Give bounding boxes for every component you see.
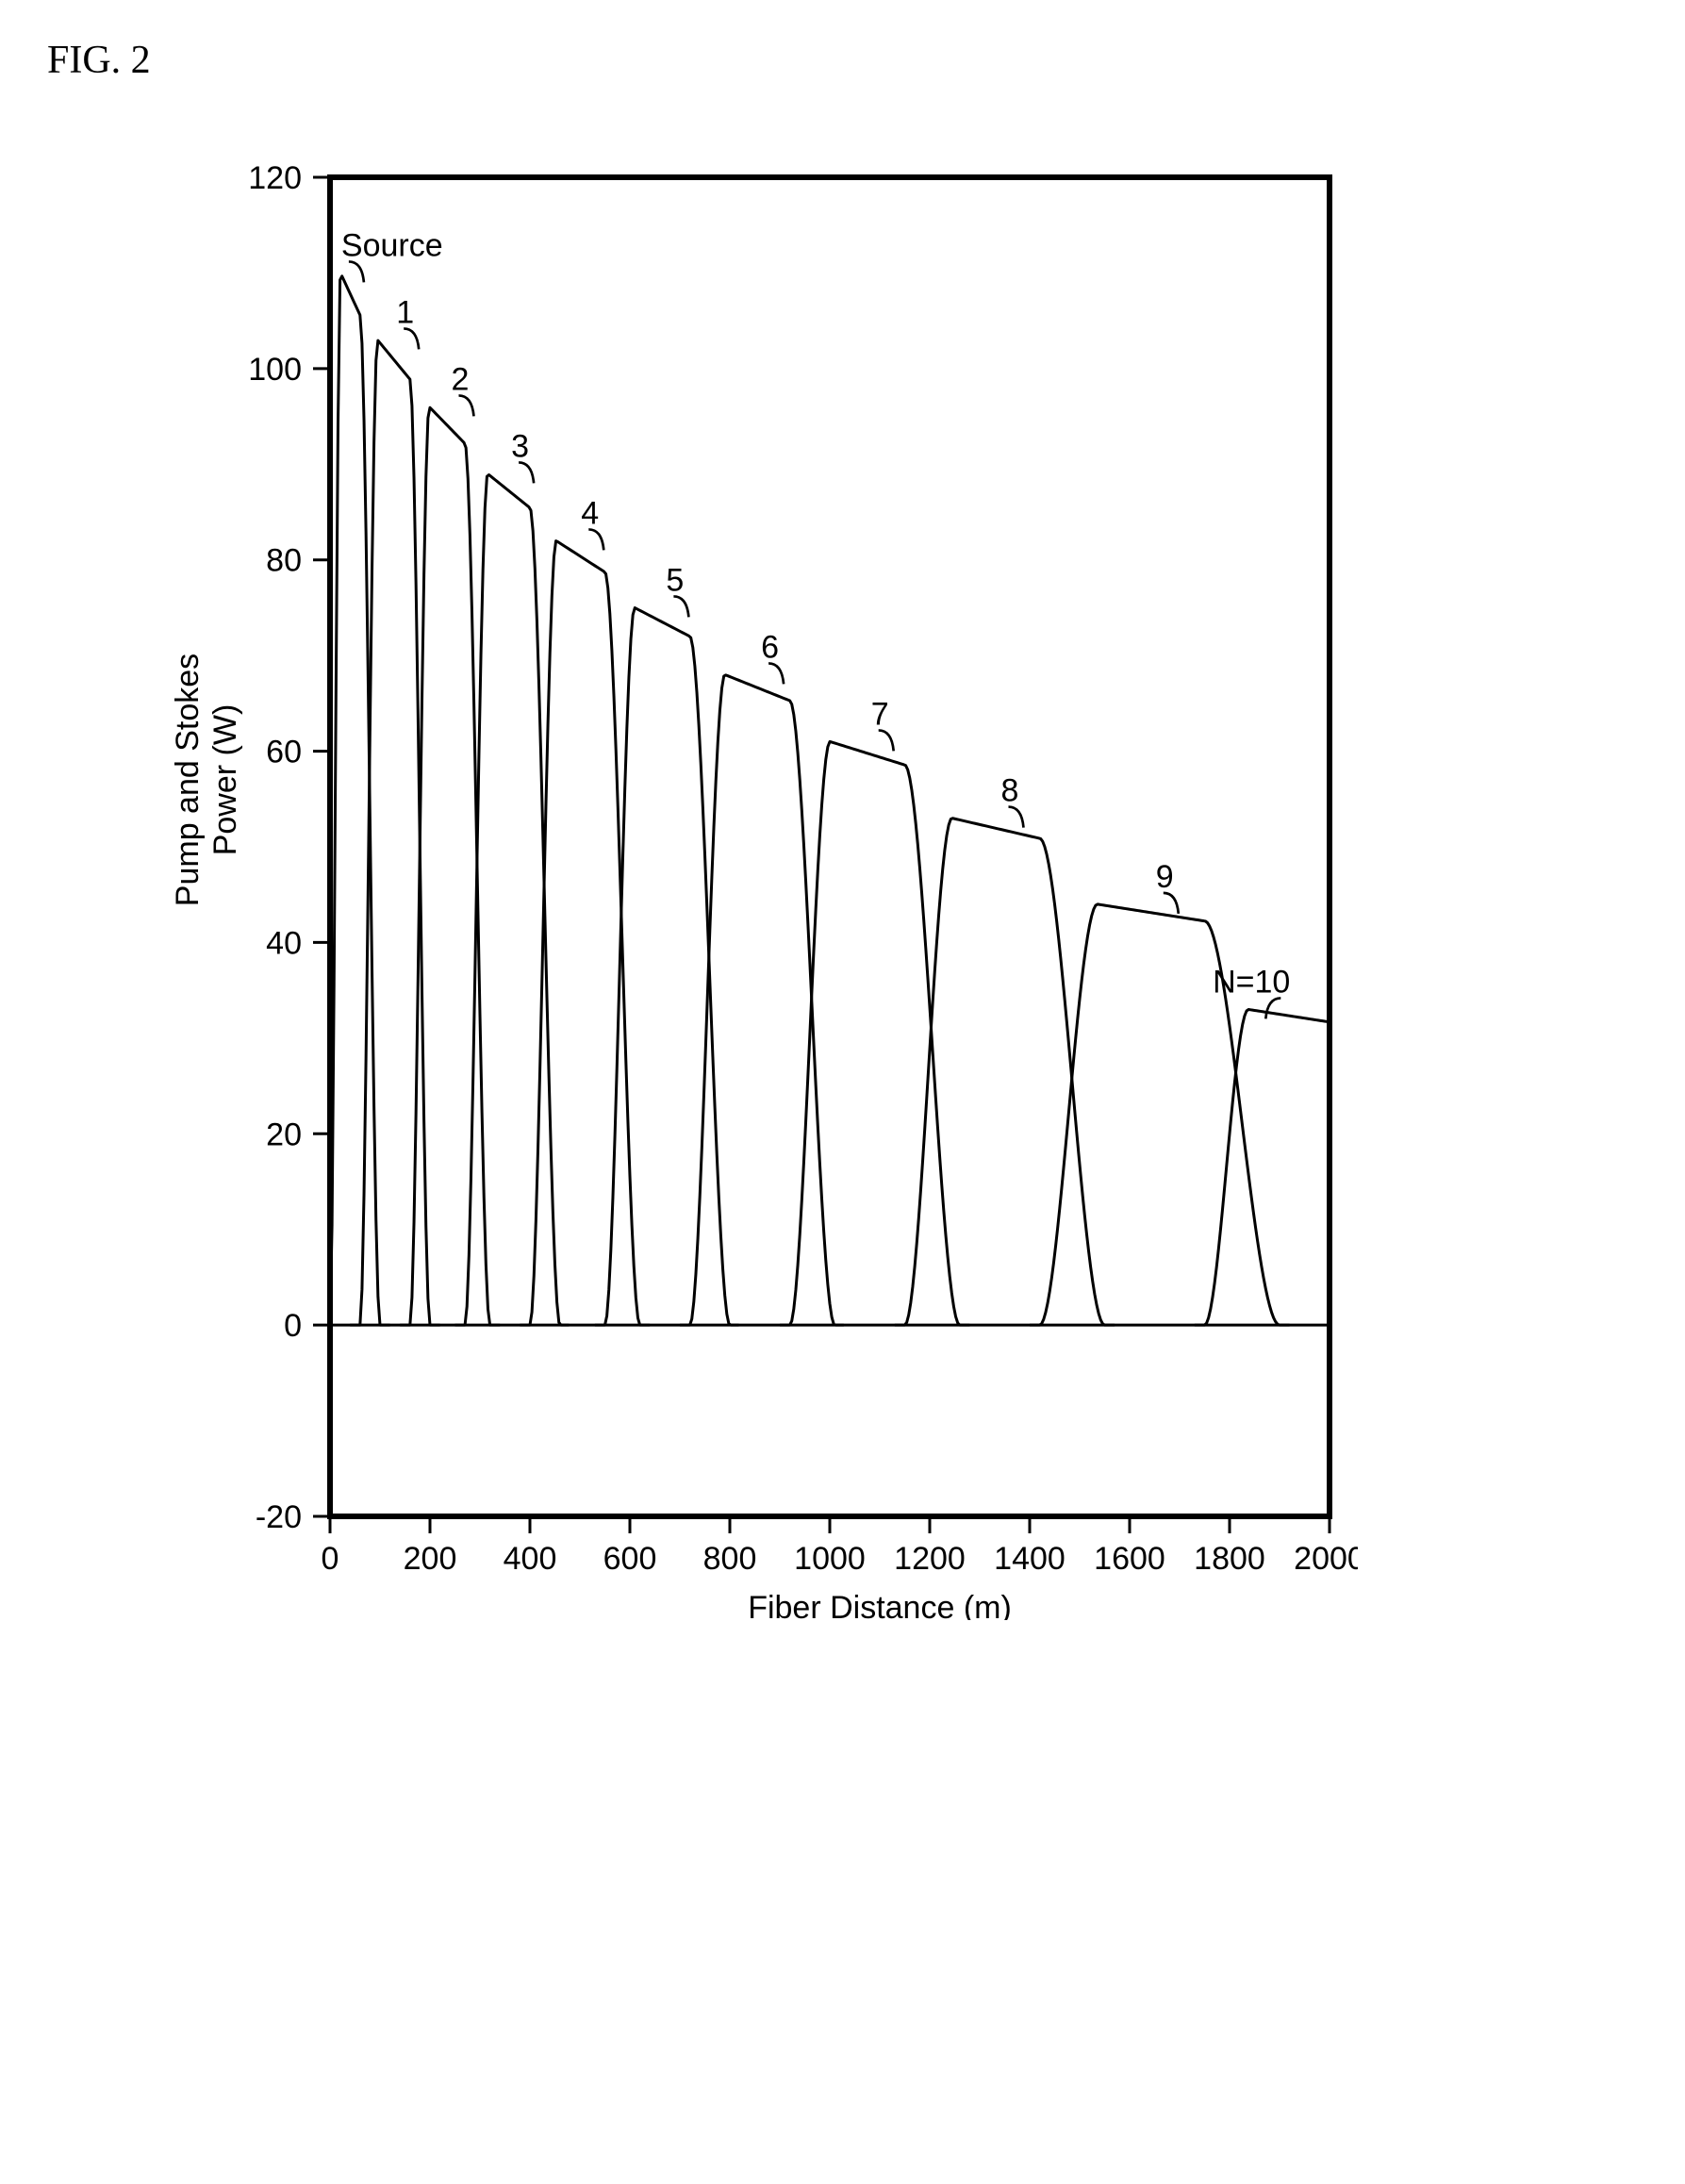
- label-leader-4: [588, 529, 603, 550]
- x-tick-label: 1000: [794, 1541, 866, 1577]
- y-tick-label: 120: [248, 160, 302, 196]
- x-tick-label: 200: [404, 1541, 457, 1577]
- curve-label-9: 9: [1156, 859, 1174, 895]
- curve-label-6: 6: [761, 629, 779, 665]
- y-tick-label: 40: [266, 925, 302, 961]
- curve-label-1: 1: [396, 294, 414, 330]
- curve-label-N10: N=10: [1213, 964, 1290, 1000]
- x-tick-label: 0: [322, 1541, 339, 1577]
- curve-Source: [330, 276, 390, 1325]
- figure-title: FIG. 2: [47, 38, 1358, 83]
- y-tick-label: 100: [248, 352, 302, 388]
- figure-container: FIG. 2 020040060080010001200140016001800…: [38, 38, 1358, 1620]
- x-tick-label: 1400: [994, 1541, 1066, 1577]
- label-leader-6: [768, 663, 784, 684]
- x-tick-label: 800: [703, 1541, 757, 1577]
- y-tick-label: 80: [266, 543, 302, 579]
- curve-label-5: 5: [666, 562, 684, 598]
- curve-5: [595, 608, 739, 1326]
- curve-7: [780, 741, 969, 1325]
- chart-area: 0200400600800100012001400160018002000-20…: [38, 111, 1358, 1620]
- y-tick-label: 20: [266, 1117, 302, 1152]
- label-leader-7: [879, 730, 894, 751]
- label-leader-1: [404, 328, 419, 349]
- label-leader-5: [673, 596, 688, 617]
- svg-text:Pump and Stokes: Pump and Stokes: [170, 654, 206, 906]
- x-tick-label: 400: [504, 1541, 557, 1577]
- curve-label-3: 3: [511, 428, 529, 464]
- label-leader-N10: [1265, 998, 1280, 1018]
- y-tick-label: 0: [284, 1308, 302, 1344]
- x-tick-label: 1600: [1094, 1541, 1165, 1577]
- y-tick-label: -20: [256, 1499, 302, 1535]
- plot-frame: [330, 177, 1330, 1516]
- x-tick-label: 600: [603, 1541, 657, 1577]
- label-leader-3: [519, 462, 534, 483]
- label-leader-9: [1164, 893, 1179, 914]
- curve-label-4: 4: [581, 495, 599, 531]
- curve-8: [895, 819, 1115, 1325]
- curve-6: [680, 675, 844, 1325]
- curve-label-8: 8: [1001, 773, 1019, 809]
- curve-label-Source: Source: [341, 227, 443, 263]
- x-tick-label: 1200: [894, 1541, 966, 1577]
- y-axis-label: Pump and StokesPower (W): [170, 654, 243, 906]
- curve-N10: [1195, 1009, 1329, 1325]
- x-tick-label: 2000: [1294, 1541, 1358, 1577]
- curves-group: [330, 276, 1329, 1325]
- curve-label-2: 2: [452, 361, 470, 397]
- x-axis-label: Fiber Distance (m): [748, 1590, 1012, 1620]
- label-leader-8: [1009, 807, 1024, 828]
- x-tick-label: 1800: [1194, 1541, 1265, 1577]
- chart-svg: 0200400600800100012001400160018002000-20…: [38, 111, 1358, 1620]
- label-leader-2: [459, 395, 474, 416]
- curve-label-7: 7: [871, 696, 889, 732]
- y-tick-label: 60: [266, 735, 302, 770]
- svg-text:Power (W): Power (W): [207, 704, 243, 856]
- label-leader-Source: [349, 261, 364, 282]
